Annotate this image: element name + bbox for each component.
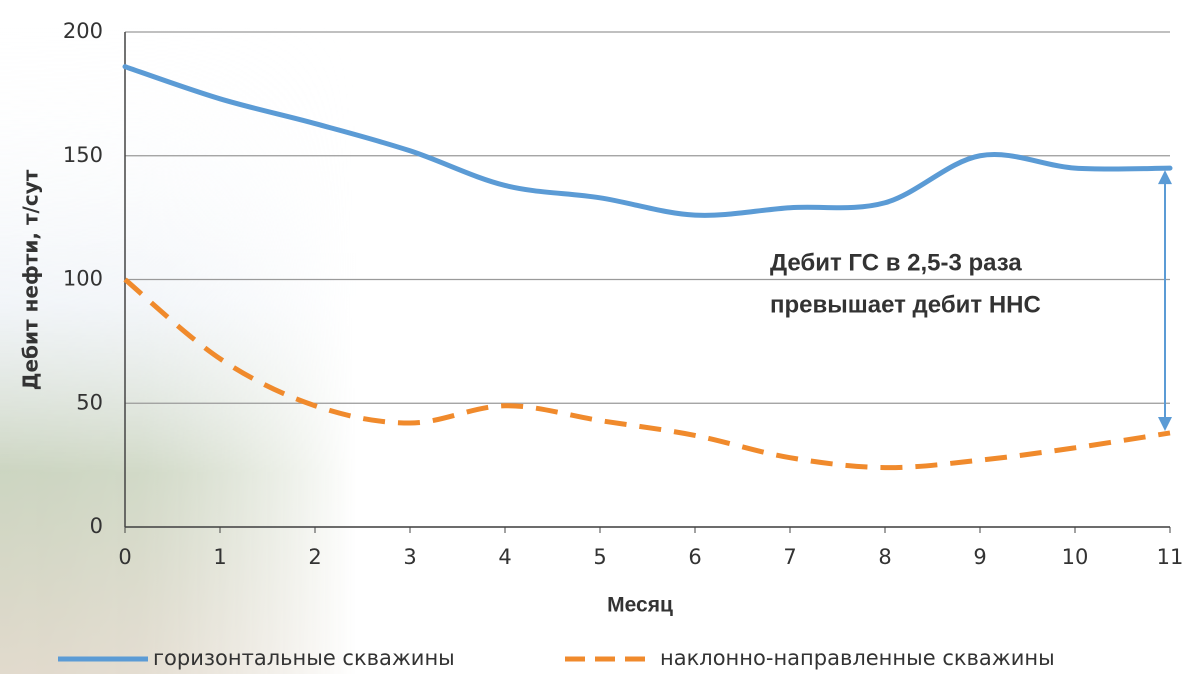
plot-area: 0 50 100 150 200 0 1 2 3 4 5 6 7 8 9 10 11 Дебит ГС в 2,5…	[63, 19, 1183, 569]
annotation-arrowhead	[1158, 416, 1172, 431]
annotation-text: Дебит ГС в 2,5-3 раза	[770, 249, 1022, 276]
y-tick-label: 200	[63, 19, 103, 43]
x-tick-label: 4	[498, 545, 511, 569]
x-tick-label: 6	[688, 545, 701, 569]
x-tick-label: 5	[593, 545, 606, 569]
series-line	[122, 64, 1173, 218]
annotation-text: превышает дебит ННС	[770, 291, 1041, 318]
y-tick-label: 0	[90, 514, 103, 538]
x-tick-label: 10	[1062, 545, 1089, 569]
x-tick-label: 11	[1157, 545, 1184, 569]
x-tick-label: 0	[118, 545, 131, 569]
x-axis-label: Месяц	[607, 594, 673, 617]
y-tick-label: 150	[63, 143, 103, 167]
y-axis-label: Дебит нефти, т/сут	[19, 169, 43, 390]
x-tick-label: 2	[308, 545, 321, 569]
legend-label: наклонно-направленные скважины	[660, 646, 1055, 670]
y-tick-label: 50	[76, 390, 103, 414]
x-tick-label: 7	[783, 545, 796, 569]
x-tick-label: 1	[213, 545, 226, 569]
x-tick-label: 8	[878, 545, 891, 569]
x-tick-label: 3	[403, 545, 416, 569]
annotation-arrowhead	[1158, 170, 1172, 185]
legend-label: горизонтальные скважины	[153, 646, 455, 670]
y-tick-label: 100	[63, 267, 103, 291]
x-tick-label: 9	[973, 545, 986, 569]
